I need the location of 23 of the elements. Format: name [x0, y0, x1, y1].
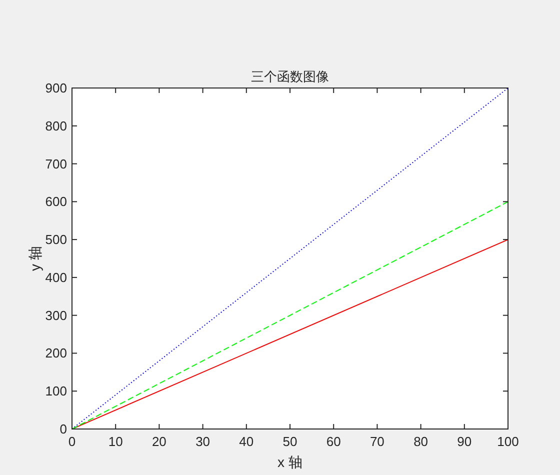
x-tick-label: 70 [370, 434, 384, 449]
x-tick-label: 40 [239, 434, 254, 449]
x-tick-label: 30 [196, 434, 210, 449]
x-tick-label: 100 [497, 434, 519, 449]
y-tick-label: 200 [45, 346, 67, 361]
y-tick-label: 600 [45, 194, 67, 210]
y-tick-label: 300 [45, 308, 67, 323]
chart-title: 三个函数图像 [251, 69, 329, 84]
x-tick-label: 10 [108, 434, 123, 449]
y-tick-label: 0 [60, 422, 67, 436]
y-tick-label: 700 [45, 156, 67, 172]
y-tick-label: 100 [45, 384, 67, 399]
x-tick-label: 90 [457, 434, 472, 449]
y-tick-label: 800 [45, 118, 67, 134]
x-tick-label: 50 [282, 434, 298, 449]
y-tick-label: 400 [45, 270, 67, 285]
x-tick-label: 80 [414, 434, 428, 449]
y-tick-label: 900 [45, 80, 67, 96]
y-tick-label: 500 [45, 232, 67, 248]
x-tick-label: 60 [326, 434, 341, 449]
x-axis-title: x 轴 [278, 454, 302, 470]
y-axis-title: y 轴 [27, 246, 43, 271]
x-tick-label: 20 [152, 434, 166, 449]
